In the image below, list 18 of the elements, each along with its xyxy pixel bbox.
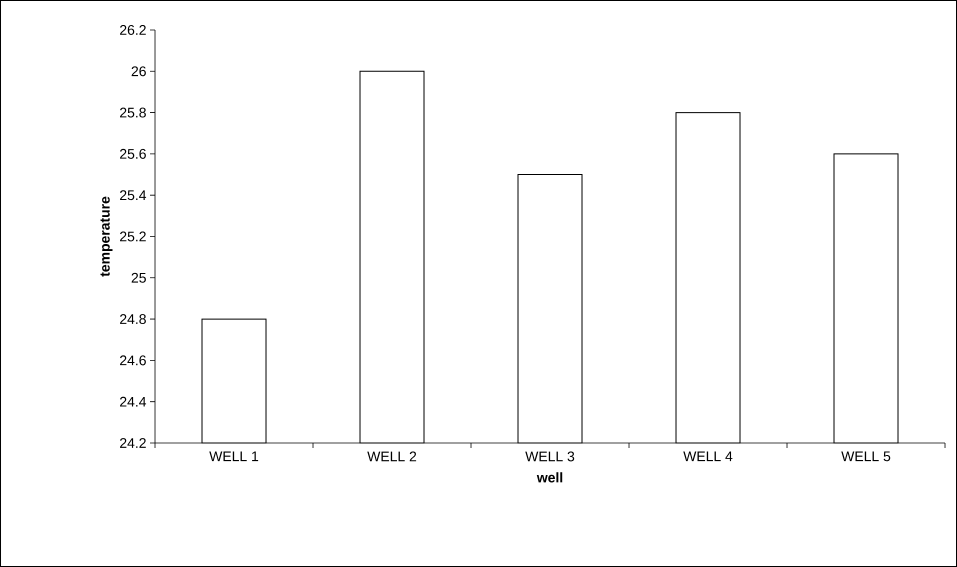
- y-tick-label: 25.4: [120, 190, 146, 200]
- x-axis-title: well: [536, 472, 562, 482]
- y-tick-label: 26: [132, 66, 146, 76]
- x-tick-label: WELL 1: [209, 452, 258, 462]
- x-tick-label: WELL 4: [683, 452, 732, 462]
- y-tick-label: 24.6: [120, 355, 146, 366]
- y-tick-label: 24.4: [120, 396, 146, 407]
- y-tick-label: 25.8: [120, 108, 146, 118]
- y-axis-title: temperature: [100, 196, 112, 277]
- x-tick-label: WELL 5: [841, 452, 890, 462]
- y-tick-label: 25.6: [120, 148, 146, 159]
- y-tick-label: 25: [132, 272, 146, 283]
- y-tick-label: 26.2: [120, 25, 146, 35]
- y-tick-label: 24.2: [120, 438, 146, 448]
- y-tick-label: 24.8: [120, 314, 146, 324]
- x-tick-label: WELL 2: [367, 451, 416, 462]
- y-tick-label: 25.2: [120, 232, 146, 242]
- x-tick-label: WELL 3: [525, 451, 574, 462]
